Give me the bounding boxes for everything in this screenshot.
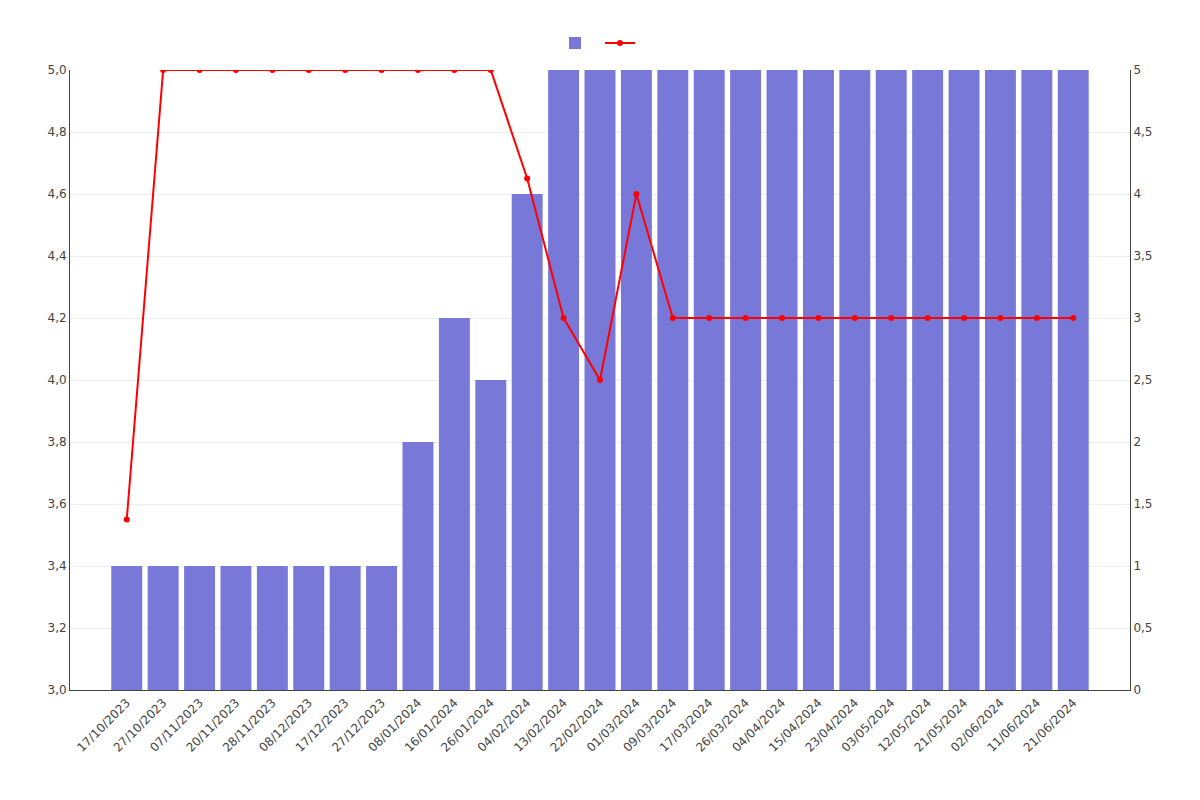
svg-text:09/03/2024: 09/03/2024 <box>620 696 679 755</box>
svg-text:4,5: 4,5 <box>1133 125 1152 139</box>
svg-text:4: 4 <box>1133 187 1141 201</box>
svg-text:4,4: 4,4 <box>48 249 67 263</box>
svg-text:0: 0 <box>1133 683 1141 697</box>
svg-text:0,5: 0,5 <box>1133 621 1152 635</box>
svg-text:17/03/2024: 17/03/2024 <box>657 696 716 755</box>
svg-text:12/05/2024: 12/05/2024 <box>875 696 934 755</box>
svg-text:27/12/2023: 27/12/2023 <box>329 696 388 755</box>
svg-text:21/05/2024: 21/05/2024 <box>912 696 971 755</box>
svg-text:3: 3 <box>1133 311 1141 325</box>
svg-text:4,0: 4,0 <box>48 373 67 387</box>
svg-text:01/03/2024: 01/03/2024 <box>584 696 643 755</box>
svg-text:3,6: 3,6 <box>48 497 67 511</box>
svg-text:23/04/2024: 23/04/2024 <box>802 696 861 755</box>
svg-text:16/01/2024: 16/01/2024 <box>402 696 461 755</box>
svg-text:03/05/2024: 03/05/2024 <box>839 696 898 755</box>
svg-text:20/11/2023: 20/11/2023 <box>184 696 243 755</box>
svg-text:1: 1 <box>1133 559 1141 573</box>
svg-text:08/12/2023: 08/12/2023 <box>256 696 315 755</box>
svg-text:08/01/2024: 08/01/2024 <box>366 696 425 755</box>
svg-text:5: 5 <box>1133 63 1141 77</box>
svg-text:02/06/2024: 02/06/2024 <box>948 696 1007 755</box>
svg-text:3,4: 3,4 <box>48 559 67 573</box>
svg-text:13/02/2024: 13/02/2024 <box>511 696 570 755</box>
svg-text:3,0: 3,0 <box>48 683 67 697</box>
svg-text:22/02/2024: 22/02/2024 <box>548 696 607 755</box>
svg-text:26/01/2024: 26/01/2024 <box>438 696 497 755</box>
svg-text:4,8: 4,8 <box>48 125 67 139</box>
svg-text:21/06/2024: 21/06/2024 <box>1021 696 1080 755</box>
svg-text:07/11/2023: 07/11/2023 <box>147 696 206 755</box>
svg-text:04/04/2024: 04/04/2024 <box>730 696 789 755</box>
svg-text:17/10/2023: 17/10/2023 <box>74 696 133 755</box>
svg-text:3,5: 3,5 <box>1133 249 1152 263</box>
svg-text:1,5: 1,5 <box>1133 497 1152 511</box>
svg-text:2: 2 <box>1133 435 1141 449</box>
svg-text:04/02/2024: 04/02/2024 <box>475 696 534 755</box>
svg-text:15/04/2024: 15/04/2024 <box>766 696 825 755</box>
svg-text:26/03/2024: 26/03/2024 <box>693 696 752 755</box>
svg-text:4,2: 4,2 <box>48 311 67 325</box>
svg-text:27/10/2023: 27/10/2023 <box>111 696 170 755</box>
svg-text:3,2: 3,2 <box>48 621 67 635</box>
svg-text:3,8: 3,8 <box>48 435 67 449</box>
svg-text:28/11/2023: 28/11/2023 <box>220 696 279 755</box>
svg-text:5,0: 5,0 <box>48 63 67 77</box>
svg-text:17/12/2023: 17/12/2023 <box>293 696 352 755</box>
svg-text:11/06/2024: 11/06/2024 <box>984 696 1043 755</box>
svg-text:4,6: 4,6 <box>48 187 67 201</box>
svg-text:2,5: 2,5 <box>1133 373 1152 387</box>
